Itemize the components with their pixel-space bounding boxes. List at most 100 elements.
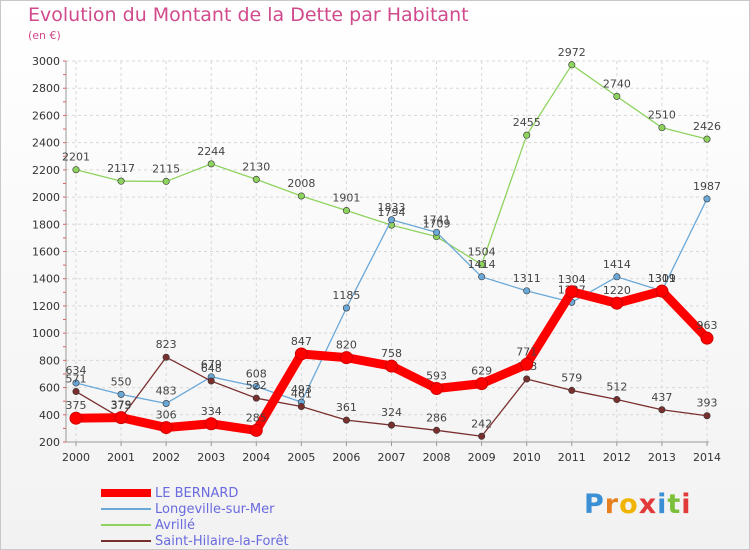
logo-letter: x: [638, 489, 658, 520]
proxiti-logo: Proxiti: [584, 489, 692, 520]
data-label: 571: [66, 373, 87, 386]
data-label: 483: [156, 384, 177, 397]
data-point: [478, 273, 486, 281]
data-label: 2455: [513, 116, 541, 129]
x-tick-label: 2011: [558, 451, 586, 464]
y-tick-label: 1000: [32, 327, 60, 340]
data-point: [339, 351, 353, 365]
data-point: [204, 417, 218, 431]
data-point: [430, 382, 444, 396]
legend-item-avrille[interactable]: Avrillé: [101, 517, 289, 533]
y-tick-label: 2600: [32, 109, 60, 122]
data-point: [252, 175, 260, 183]
legend-label-le-bernard: LE BERNARD: [155, 485, 239, 501]
data-label: 334: [201, 405, 222, 418]
data-point: [252, 394, 260, 402]
data-label: 1309: [648, 272, 676, 285]
data-label: 634: [66, 364, 87, 377]
chart-title: Evolution du Montant de la Dette par Hab…: [28, 4, 469, 26]
data-label: 2972: [558, 46, 586, 59]
data-point: [342, 207, 350, 215]
y-tick-label: 800: [39, 354, 60, 367]
data-label: 771: [516, 345, 537, 358]
data-point: [69, 411, 83, 425]
data-label: 608: [246, 367, 267, 380]
data-point: [658, 124, 666, 132]
data-point: [610, 296, 624, 310]
data-label: 579: [561, 371, 582, 384]
data-label: 375: [111, 399, 132, 412]
x-tick-label: 2010: [513, 451, 541, 464]
data-label: 286: [426, 411, 447, 424]
x-tick-label: 2000: [62, 451, 90, 464]
data-point: [520, 357, 534, 371]
y-tick-label: 2200: [32, 164, 60, 177]
data-point: [207, 377, 215, 385]
data-point: [523, 287, 531, 295]
x-tick-label: 2008: [423, 451, 451, 464]
data-point: [385, 359, 398, 373]
data-label: 593: [426, 370, 447, 383]
data-point: [568, 386, 576, 394]
data-point: [387, 216, 395, 224]
x-tick-label: 2014: [693, 451, 721, 464]
data-label: 679: [201, 358, 222, 371]
y-tick-label: 600: [39, 382, 60, 395]
legend-item-le-bernard[interactable]: LE BERNARD: [101, 485, 289, 501]
x-tick-label: 2013: [648, 451, 676, 464]
legend-label-saint-hilaire: Saint-Hilaire-la-Forêt: [155, 533, 289, 549]
y-tick-label: 1600: [32, 246, 60, 259]
data-point: [72, 166, 80, 174]
data-label: 437: [651, 391, 672, 404]
data-label: 823: [156, 338, 177, 351]
data-point: [159, 421, 173, 435]
y-tick-label: 2400: [32, 137, 60, 150]
legend-swatch-longeville: [101, 508, 151, 510]
x-tick-label: 2006: [332, 451, 360, 464]
data-label: 1741: [423, 213, 451, 226]
data-label: 1414: [468, 258, 496, 271]
legend-swatch-saint-hilaire: [101, 540, 151, 542]
data-point: [703, 135, 711, 143]
legend-label-avrille: Avrillé: [155, 517, 196, 533]
data-label: 847: [291, 335, 312, 348]
x-tick-label: 2007: [378, 451, 406, 464]
y-tick-label: 3000: [32, 55, 60, 68]
data-point: [658, 406, 666, 414]
data-label: 2740: [603, 77, 631, 90]
data-point: [703, 412, 711, 420]
data-point: [565, 285, 579, 299]
data-label: 1833: [378, 201, 406, 214]
data-label: 2008: [287, 177, 315, 190]
logo-letter: i: [681, 489, 692, 520]
data-label: 1220: [603, 284, 631, 297]
logo-letter: r: [604, 489, 620, 520]
logo-letter: P: [584, 489, 605, 520]
data-label: 461: [291, 387, 312, 400]
data-point: [294, 347, 308, 361]
data-point: [523, 375, 531, 383]
legend-item-longeville[interactable]: Longeville-sur-Mer: [101, 501, 289, 517]
data-label: 1311: [513, 272, 541, 285]
data-point: [297, 192, 305, 200]
data-label: 375: [66, 399, 87, 412]
data-point: [387, 421, 395, 429]
legend-item-saint-hilaire[interactable]: Saint-Hilaire-la-Forêt: [101, 533, 289, 549]
data-label: 629: [471, 365, 492, 378]
data-label: 379: [111, 399, 132, 412]
data-point: [162, 177, 170, 185]
x-tick-label: 2009: [468, 451, 496, 464]
data-label: 242: [471, 417, 492, 430]
data-label: 1901: [332, 192, 360, 205]
data-label: 820: [336, 339, 357, 352]
data-point: [162, 353, 170, 361]
data-point: [297, 402, 305, 410]
data-point: [117, 390, 125, 398]
x-tick-label: 2001: [107, 451, 135, 464]
legend: LE BERNARD Longeville-sur-Mer Avrillé Sa…: [101, 485, 289, 549]
data-point: [613, 92, 621, 100]
data-point: [478, 432, 486, 440]
data-point: [252, 382, 260, 390]
data-point: [703, 195, 711, 203]
